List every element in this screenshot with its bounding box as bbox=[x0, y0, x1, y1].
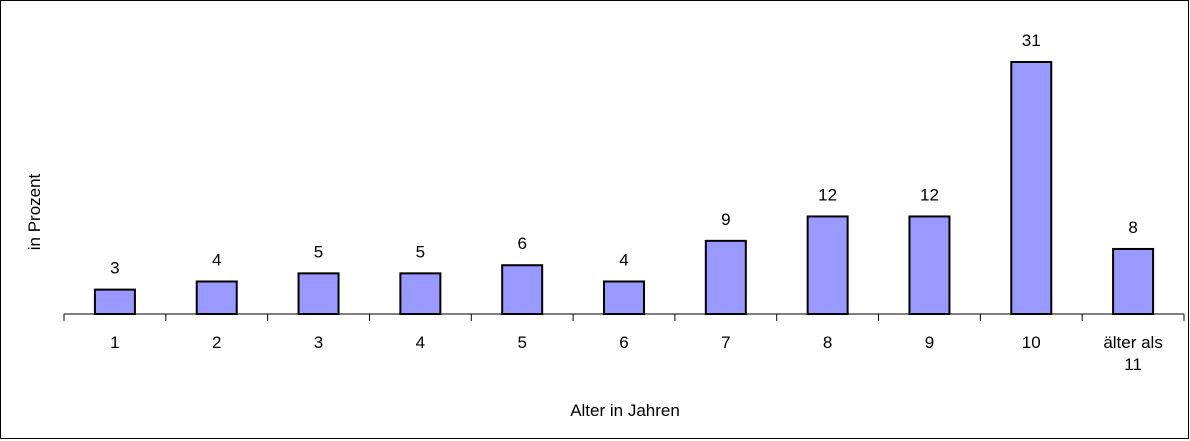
x-tick-label: 5 bbox=[517, 333, 526, 352]
bars-layer bbox=[93, 61, 1155, 316]
x-tick-label: 4 bbox=[416, 333, 425, 352]
x-tick-label: 1 bbox=[110, 333, 119, 352]
x-tick-label: 7 bbox=[721, 333, 730, 352]
x-tick-label: 6 bbox=[619, 333, 628, 352]
data-label: 4 bbox=[212, 250, 221, 269]
bar bbox=[1112, 247, 1155, 315]
data-label: 31 bbox=[1022, 31, 1041, 50]
bar bbox=[908, 215, 951, 315]
x-tick-label: 8 bbox=[823, 333, 832, 352]
data-label: 5 bbox=[314, 242, 323, 261]
data-label: 3 bbox=[110, 259, 119, 278]
data-label: 8 bbox=[1128, 218, 1137, 237]
bar bbox=[93, 288, 136, 316]
x-tick-label: 3 bbox=[314, 333, 323, 352]
x-tick-label: 2 bbox=[212, 333, 221, 352]
bar bbox=[195, 280, 238, 315]
x-tick-label: 10 bbox=[1022, 333, 1041, 352]
bar bbox=[399, 272, 442, 315]
bar bbox=[1010, 61, 1053, 315]
x-tick-label: 9 bbox=[925, 333, 934, 352]
bar bbox=[704, 239, 747, 316]
bar bbox=[297, 272, 340, 315]
data-label: 5 bbox=[416, 242, 425, 261]
bar bbox=[501, 264, 544, 315]
x-axis bbox=[63, 313, 1185, 321]
data-label: 4 bbox=[619, 250, 628, 269]
data-label: 12 bbox=[920, 185, 939, 204]
data-label: 6 bbox=[517, 234, 526, 253]
bar bbox=[806, 215, 849, 315]
x-tick-label: älter als 11 bbox=[1103, 333, 1163, 374]
data-label: 9 bbox=[721, 210, 730, 229]
x-axis-title: Alter in Jahren bbox=[570, 401, 680, 420]
y-axis-title: in Prozent bbox=[25, 173, 44, 250]
data-label: 12 bbox=[818, 185, 837, 204]
bar bbox=[603, 280, 645, 315]
